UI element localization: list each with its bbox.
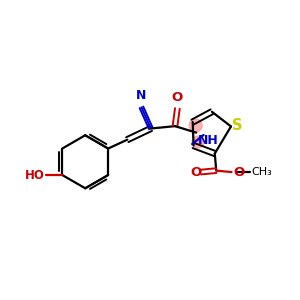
Text: CH₃: CH₃ bbox=[251, 167, 272, 177]
Text: S: S bbox=[232, 118, 242, 134]
Text: O: O bbox=[172, 91, 183, 104]
Text: O: O bbox=[233, 166, 244, 178]
Text: NH: NH bbox=[198, 134, 218, 147]
Text: N: N bbox=[136, 89, 146, 102]
Circle shape bbox=[192, 136, 204, 148]
Text: HO: HO bbox=[25, 169, 45, 182]
Text: O: O bbox=[190, 166, 202, 178]
Circle shape bbox=[189, 119, 202, 132]
